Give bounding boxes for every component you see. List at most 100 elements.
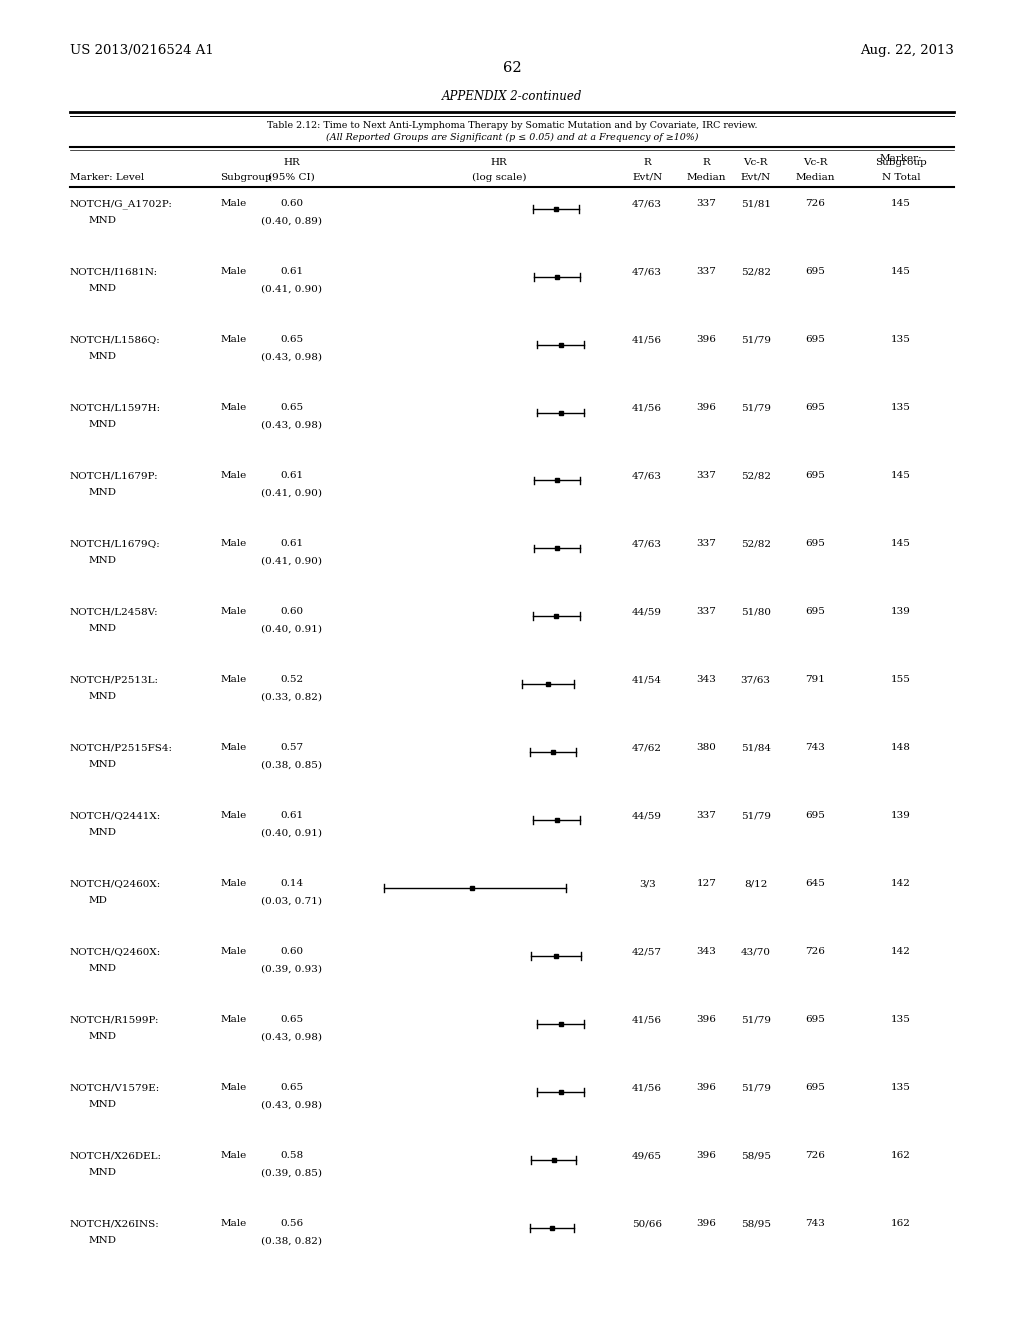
Text: 135: 135: [891, 404, 911, 412]
Text: 51/79: 51/79: [740, 1082, 771, 1092]
Text: 343: 343: [696, 948, 717, 956]
Text: Male: Male: [220, 1151, 247, 1160]
Text: MND: MND: [88, 420, 116, 429]
Text: 726: 726: [805, 948, 825, 956]
Text: 0.65: 0.65: [281, 404, 303, 412]
Text: 51/79: 51/79: [740, 335, 771, 345]
Text: Marker: Level: Marker: Level: [70, 173, 144, 182]
Text: Male: Male: [220, 676, 247, 684]
Text: 0.58: 0.58: [281, 1151, 303, 1160]
Text: N Total: N Total: [882, 173, 921, 182]
Text: 47/63: 47/63: [632, 267, 663, 276]
Text: (0.33, 0.82): (0.33, 0.82): [261, 692, 323, 701]
Text: NOTCH/L2458V:: NOTCH/L2458V:: [70, 607, 159, 616]
Text: 0.65: 0.65: [281, 335, 303, 345]
Text: MND: MND: [88, 692, 116, 701]
Text: 726: 726: [805, 1151, 825, 1160]
Text: 0.57: 0.57: [281, 743, 303, 752]
Text: 51/79: 51/79: [740, 1015, 771, 1024]
Text: 145: 145: [891, 199, 911, 209]
Text: 37/63: 37/63: [740, 676, 771, 684]
Text: 337: 337: [696, 810, 717, 820]
Text: NOTCH/I1681N:: NOTCH/I1681N:: [70, 267, 158, 276]
Text: Vc-R: Vc-R: [803, 158, 827, 168]
Text: Vc-R: Vc-R: [743, 158, 768, 168]
Text: MND: MND: [88, 1236, 116, 1245]
Text: Male: Male: [220, 948, 247, 956]
Text: MND: MND: [88, 624, 116, 634]
Text: Median: Median: [687, 173, 726, 182]
Text: Subgroup: Subgroup: [220, 173, 272, 182]
Text: 337: 337: [696, 607, 717, 616]
Text: Evt/N: Evt/N: [740, 173, 771, 182]
Text: 695: 695: [805, 607, 825, 616]
Text: (0.40, 0.91): (0.40, 0.91): [261, 829, 323, 837]
Text: 0.60: 0.60: [281, 199, 303, 209]
Text: 52/82: 52/82: [740, 471, 771, 480]
Text: 162: 162: [891, 1220, 911, 1228]
Text: 0.60: 0.60: [281, 948, 303, 956]
Text: 51/79: 51/79: [740, 810, 771, 820]
Text: NOTCH/P2513L:: NOTCH/P2513L:: [70, 676, 159, 684]
Text: 139: 139: [891, 810, 911, 820]
Text: 3/3: 3/3: [639, 879, 655, 888]
Text: 41/56: 41/56: [632, 1015, 663, 1024]
Text: 695: 695: [805, 810, 825, 820]
Text: Male: Male: [220, 267, 247, 276]
Text: 52/82: 52/82: [740, 539, 771, 548]
Text: 791: 791: [805, 676, 825, 684]
Text: 0.65: 0.65: [281, 1082, 303, 1092]
Text: 695: 695: [805, 267, 825, 276]
Text: 51/79: 51/79: [740, 404, 771, 412]
Text: 155: 155: [891, 676, 911, 684]
Text: (0.43, 0.98): (0.43, 0.98): [261, 1032, 323, 1041]
Text: 695: 695: [805, 1015, 825, 1024]
Text: Median: Median: [796, 173, 835, 182]
Text: 44/59: 44/59: [632, 810, 663, 820]
Text: (0.43, 0.98): (0.43, 0.98): [261, 352, 323, 362]
Text: 47/63: 47/63: [632, 471, 663, 480]
Text: Evt/N: Evt/N: [632, 173, 663, 182]
Text: NOTCH/L1679Q:: NOTCH/L1679Q:: [70, 539, 161, 548]
Text: 0.56: 0.56: [281, 1220, 303, 1228]
Text: NOTCH/R1599P:: NOTCH/R1599P:: [70, 1015, 159, 1024]
Text: (0.41, 0.90): (0.41, 0.90): [261, 557, 323, 565]
Text: 0.14: 0.14: [281, 879, 303, 888]
Text: MND: MND: [88, 557, 116, 565]
Text: NOTCH/Q2460X:: NOTCH/Q2460X:: [70, 948, 161, 956]
Text: NOTCH/Q2460X:: NOTCH/Q2460X:: [70, 879, 161, 888]
Text: NOTCH/V1579E:: NOTCH/V1579E:: [70, 1082, 160, 1092]
Text: 162: 162: [891, 1151, 911, 1160]
Text: MD: MD: [88, 896, 106, 906]
Text: 41/56: 41/56: [632, 1082, 663, 1092]
Text: R: R: [702, 158, 711, 168]
Text: 58/95: 58/95: [740, 1151, 771, 1160]
Text: 695: 695: [805, 1082, 825, 1092]
Text: 0.52: 0.52: [281, 676, 303, 684]
Text: 127: 127: [696, 879, 717, 888]
Text: (0.38, 0.82): (0.38, 0.82): [261, 1236, 323, 1245]
Text: NOTCH/P2515FS4:: NOTCH/P2515FS4:: [70, 743, 173, 752]
Text: 52/82: 52/82: [740, 267, 771, 276]
Text: 396: 396: [696, 1151, 717, 1160]
Text: Male: Male: [220, 1082, 247, 1092]
Text: Subgroup: Subgroup: [876, 158, 927, 168]
Text: (95% CI): (95% CI): [268, 173, 315, 182]
Text: Table 2.12: Time to Next Anti-Lymphoma Therapy by Somatic Mutation and by Covari: Table 2.12: Time to Next Anti-Lymphoma T…: [266, 121, 758, 131]
Text: 726: 726: [805, 199, 825, 209]
Text: 695: 695: [805, 335, 825, 345]
Text: 337: 337: [696, 539, 717, 548]
Text: 695: 695: [805, 471, 825, 480]
Text: 337: 337: [696, 199, 717, 209]
Text: 695: 695: [805, 539, 825, 548]
Text: HR: HR: [284, 158, 300, 168]
Text: (0.43, 0.98): (0.43, 0.98): [261, 1101, 323, 1109]
Text: (0.41, 0.90): (0.41, 0.90): [261, 488, 323, 498]
Text: 135: 135: [891, 1015, 911, 1024]
Text: Male: Male: [220, 335, 247, 345]
Text: Male: Male: [220, 1015, 247, 1024]
Text: R: R: [643, 158, 651, 168]
Text: 51/80: 51/80: [740, 607, 771, 616]
Text: 42/57: 42/57: [632, 948, 663, 956]
Text: (0.38, 0.85): (0.38, 0.85): [261, 760, 323, 770]
